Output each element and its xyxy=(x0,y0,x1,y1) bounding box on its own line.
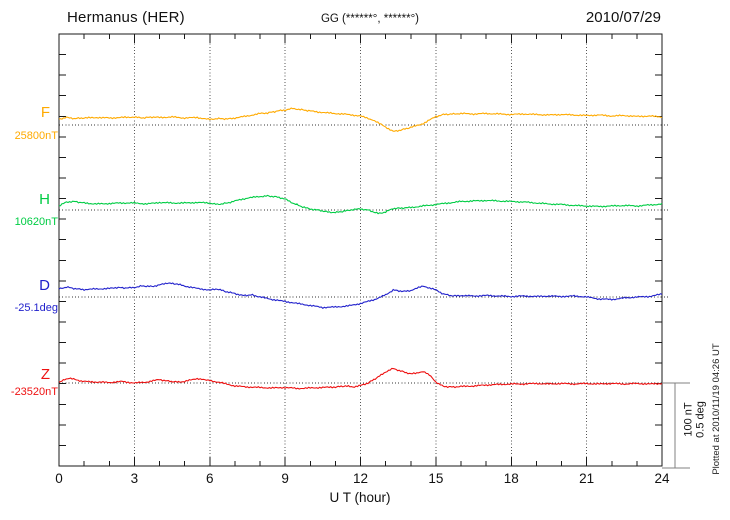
x-tick-label-24: 24 xyxy=(654,471,670,486)
x-tick-label-12: 12 xyxy=(352,471,369,486)
channel-label-z: Z xyxy=(40,366,50,383)
curve-F xyxy=(58,107,663,132)
scale-bar-label-deg: 0.5 deg xyxy=(694,401,707,438)
x-tick-label-3: 3 xyxy=(130,471,139,486)
curve-D xyxy=(58,282,663,309)
x-axis-title: U T (hour) xyxy=(329,490,391,505)
channel-baseline-value-d: -25.1deg xyxy=(14,302,58,314)
station-title: Hermanus (HER) xyxy=(67,9,185,26)
channel-baseline-value-f: 25800nT xyxy=(14,130,58,142)
x-tick-label-21: 21 xyxy=(579,471,595,486)
x-tick-label-9: 9 xyxy=(281,471,289,486)
channel-label-d: D xyxy=(39,277,50,294)
channel-label-h: H xyxy=(39,191,50,208)
geographic-coordinates-label: GG (******°, ******°) xyxy=(320,13,420,25)
observation-date: 2010/07/29 xyxy=(585,9,661,26)
channel-label-f: F xyxy=(40,104,50,121)
curve-Z xyxy=(58,367,663,390)
x-tick-label-6: 6 xyxy=(205,471,214,486)
x-tick-label-15: 15 xyxy=(428,471,444,486)
channel-baseline-value-h: 10620nT xyxy=(14,216,58,228)
x-tick-label-0: 0 xyxy=(55,471,63,486)
plotted-at-note: Plotted at 2010/11/19 04:26 UT xyxy=(711,343,722,475)
channel-baseline-value-z: -23520nT xyxy=(10,386,58,398)
x-tick-label-18: 18 xyxy=(503,471,519,486)
curve-H xyxy=(58,194,663,215)
